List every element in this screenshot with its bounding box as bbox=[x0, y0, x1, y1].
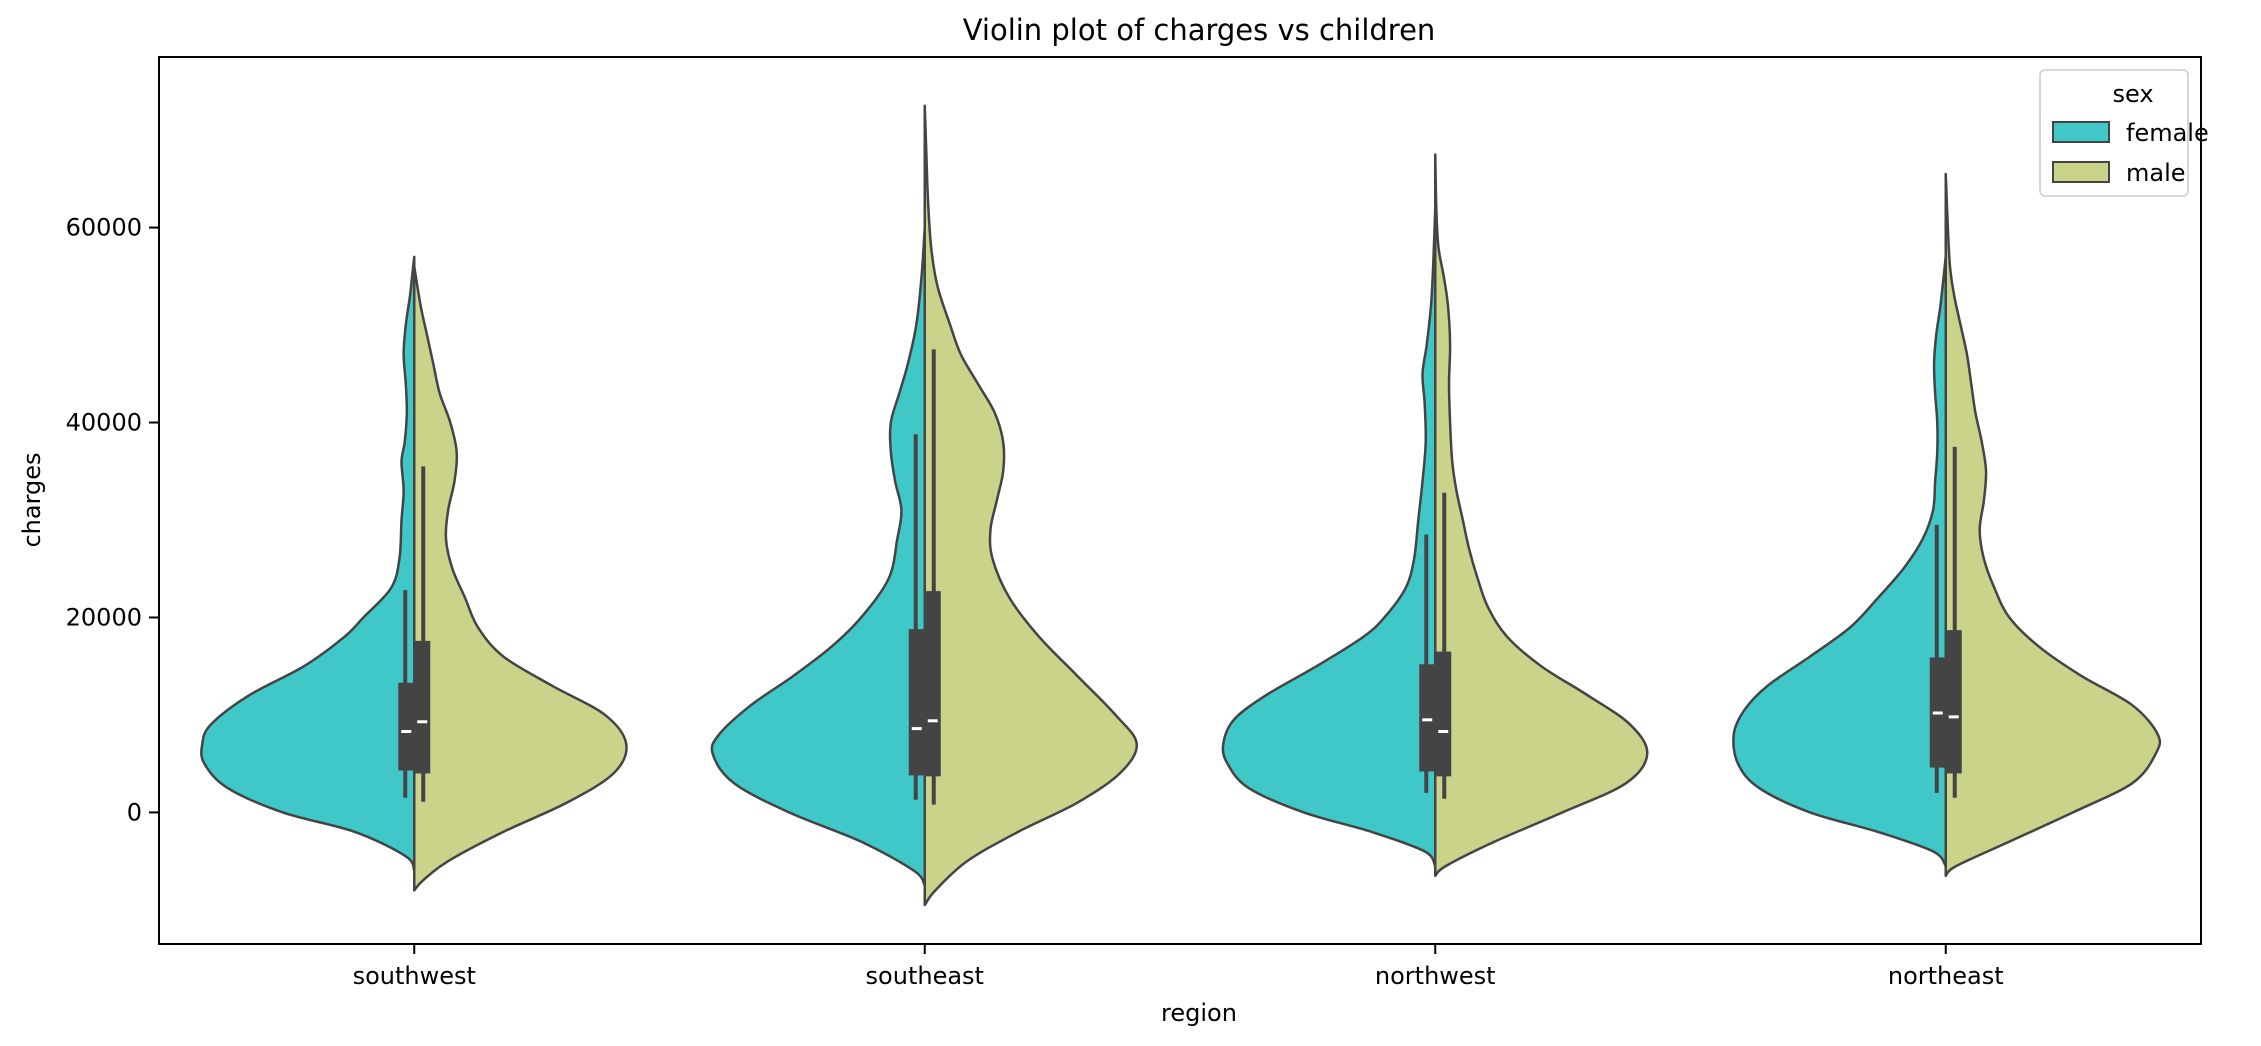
violin-female-southeast bbox=[710, 226, 926, 887]
violin-female-southwest bbox=[200, 255, 416, 873]
violin-female-northeast bbox=[1732, 255, 1947, 868]
box-layer bbox=[398, 349, 1962, 805]
chart-title: Violin plot of charges vs children bbox=[963, 13, 1436, 47]
y-tick-label: 60000 bbox=[66, 214, 142, 242]
box-male-northwest bbox=[1435, 651, 1452, 777]
box-male-northeast bbox=[1945, 630, 1962, 774]
legend-swatch-male bbox=[2052, 161, 2110, 183]
y-tick-label: 40000 bbox=[66, 409, 142, 437]
x-axis: southwest southeast northwest northeast bbox=[353, 944, 2004, 990]
violin-male-southeast bbox=[923, 104, 1139, 907]
legend-swatch-female bbox=[2052, 121, 2110, 143]
legend-label-male: male bbox=[2126, 159, 2186, 187]
violin-male-northeast bbox=[1944, 172, 2162, 878]
violin-male-northwest bbox=[1434, 153, 1649, 878]
x-tick-label: southeast bbox=[866, 962, 984, 990]
y-tick-label: 0 bbox=[127, 798, 142, 826]
violin-male-southwest bbox=[413, 265, 628, 892]
violins-layer bbox=[200, 104, 2162, 907]
x-axis-label: region bbox=[1161, 999, 1237, 1027]
box-female-southwest bbox=[398, 682, 415, 771]
legend: sex female male bbox=[2039, 69, 2209, 197]
y-tick-label: 20000 bbox=[66, 603, 142, 631]
y-axis-label: charges bbox=[18, 452, 46, 547]
legend-title: sex bbox=[2112, 80, 2153, 108]
box-male-southwest bbox=[414, 640, 431, 774]
box-male-southeast bbox=[924, 591, 941, 777]
legend-label-female: female bbox=[2126, 119, 2209, 147]
violin-female-northwest bbox=[1221, 206, 1437, 868]
plot-frame bbox=[158, 56, 2202, 945]
box-female-southeast bbox=[908, 629, 925, 776]
x-tick-label: northwest bbox=[1375, 962, 1496, 990]
y-axis: 0 20000 40000 60000 bbox=[66, 214, 159, 826]
x-tick-label: southwest bbox=[353, 962, 476, 990]
box-female-northwest bbox=[1419, 664, 1436, 772]
x-tick-label: northeast bbox=[1888, 962, 2004, 990]
